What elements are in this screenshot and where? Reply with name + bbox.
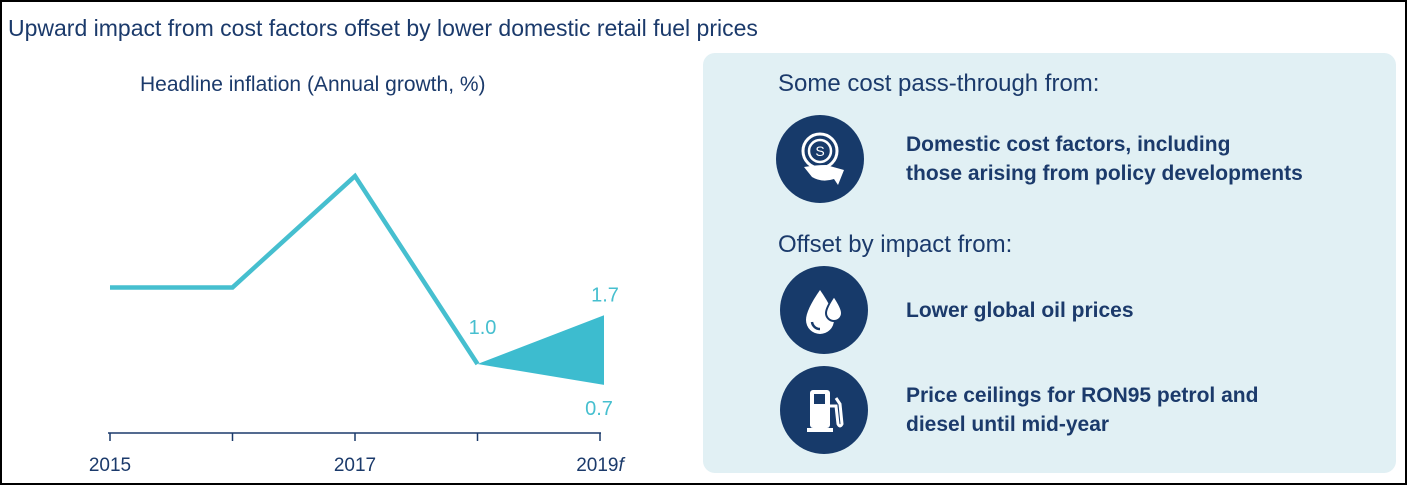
x-tick-label: 2015 xyxy=(89,455,131,476)
oil-drops-icon xyxy=(780,266,868,354)
chart-title: Headline inflation (Annual growth, %) xyxy=(140,73,486,96)
svg-text:S: S xyxy=(815,143,824,159)
item-domestic-cost: Domestic cost factors, including those ar… xyxy=(906,133,1303,185)
inflation-line xyxy=(110,172,480,366)
label-high: 1.7 xyxy=(591,284,619,306)
fuel-pump-icon xyxy=(780,366,868,454)
x-tick-label: 2019f xyxy=(576,455,625,476)
forecast-range xyxy=(477,315,604,385)
money-hand-icon: S xyxy=(776,115,864,203)
label-low: 0.7 xyxy=(585,398,613,420)
item-oil-prices: Lower global oil prices xyxy=(906,299,1134,322)
label-2018: 1.0 xyxy=(469,317,497,339)
item-price-ceilings: Price ceilings for RON95 petrol and diese… xyxy=(906,384,1259,436)
inflation-chart: 2015 2017 2019f 1.0 1.7 0.7 xyxy=(89,172,626,476)
heading-offset: Offset by impact from: xyxy=(778,231,1013,258)
page-title: Upward impact from cost factors offset b… xyxy=(8,15,758,41)
heading-pass-through: Some cost pass-through from: xyxy=(778,70,1100,97)
x-tick-label: 2017 xyxy=(334,455,376,476)
